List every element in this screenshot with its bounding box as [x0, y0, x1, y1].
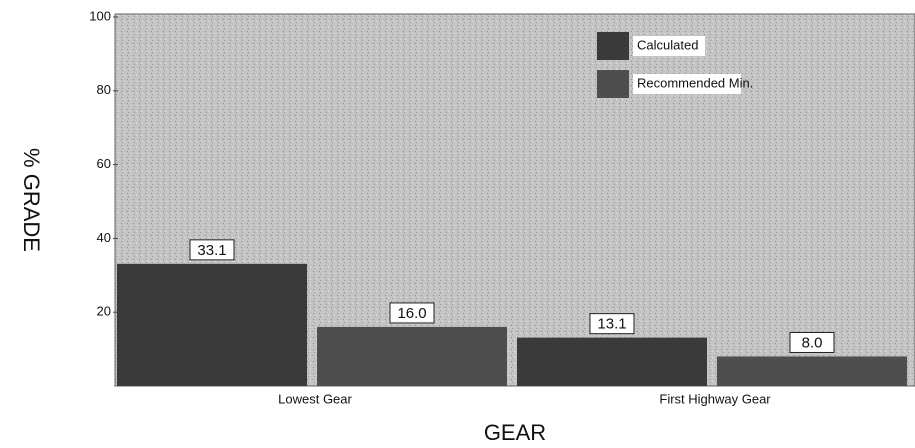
y-tick-label: 100	[89, 8, 111, 23]
legend-swatch	[597, 32, 629, 60]
bar	[717, 356, 907, 386]
bar	[517, 337, 707, 386]
legend-swatch	[597, 70, 629, 98]
value-label-box	[789, 331, 835, 353]
value-label: 8.0	[802, 334, 823, 351]
y-axis-label: % GRADE	[19, 148, 44, 252]
y-tick-label: 60	[97, 156, 111, 171]
value-label: 16.0	[397, 305, 426, 322]
x-tick-label: First Highway Gear	[659, 391, 771, 406]
value-label-box	[389, 302, 435, 324]
legend-label: Calculated	[637, 37, 698, 52]
legend-text-box	[633, 36, 705, 56]
x-tick-label: Lowest Gear	[278, 391, 352, 406]
legend-text-box	[633, 74, 741, 94]
y-tick-label: 80	[97, 82, 111, 97]
y-tick-label: 20	[97, 304, 111, 319]
x-axis-label: GEAR	[484, 420, 546, 445]
value-label: 13.1	[597, 316, 626, 333]
bar	[317, 326, 507, 386]
value-label-box	[189, 239, 235, 261]
bar	[117, 263, 307, 386]
value-label: 33.1	[197, 242, 226, 259]
value-label-box	[589, 313, 635, 335]
legend-label: Recommended Min.	[637, 75, 753, 90]
y-tick-label: 40	[97, 230, 111, 245]
